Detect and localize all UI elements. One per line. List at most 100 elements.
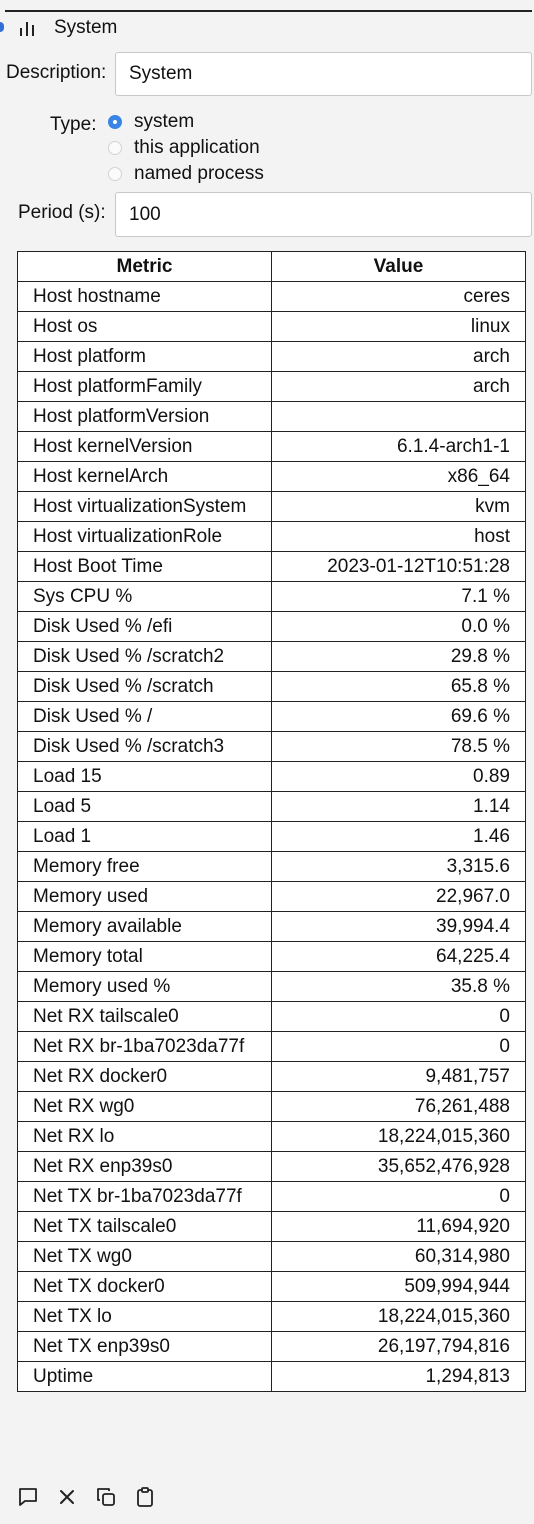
metric-cell: Sys CPU % — [17, 581, 272, 612]
type-option-label: this application — [134, 137, 260, 158]
metric-cell: Host Boot Time — [17, 551, 272, 582]
table-row: Host platformVersion — [17, 401, 526, 432]
close-icon[interactable] — [56, 1486, 78, 1508]
selection-indicator — [0, 22, 4, 32]
metrics-table-body: Host hostname ceres Host os linux Host platf… — [17, 281, 526, 1392]
table-row: Host hostname ceres — [17, 281, 526, 312]
value-cell: 64,225.4 — [271, 941, 526, 972]
value-cell: 1.46 — [271, 821, 526, 852]
table-row: Net RX tailscale0 0 — [17, 1001, 526, 1032]
radio-this-application[interactable] — [108, 141, 122, 155]
value-cell: 3,315.6 — [271, 851, 526, 882]
metric-cell: Host os — [17, 311, 272, 342]
metric-cell: Net TX br-1ba7023da77f — [17, 1181, 272, 1212]
value-cell: 35.8 % — [271, 971, 526, 1002]
table-row: Disk Used % /efi 0.0 % — [17, 611, 526, 642]
table-row: Memory used 22,967.0 — [17, 881, 526, 912]
type-option-system[interactable]: system — [108, 109, 194, 135]
table-row: Host Boot Time 2023-01-12T10:51:28 — [17, 551, 526, 582]
value-cell: 9,481,757 — [271, 1061, 526, 1092]
description-value: System — [129, 63, 193, 84]
panel-header: System — [18, 14, 117, 42]
value-cell: 60,314,980 — [271, 1241, 526, 1272]
comment-icon[interactable] — [17, 1486, 39, 1508]
value-cell: 0.0 % — [271, 611, 526, 642]
table-row: Sys CPU % 7.1 % — [17, 581, 526, 612]
table-row: Net RX lo 18,224,015,360 — [17, 1121, 526, 1152]
metric-cell: Uptime — [17, 1361, 272, 1392]
table-row: Net TX enp39s0 26,197,794,816 — [17, 1331, 526, 1362]
value-cell: linux — [271, 311, 526, 342]
value-cell: 39,994.4 — [271, 911, 526, 942]
radio-named-process[interactable] — [108, 167, 122, 181]
metric-cell: Disk Used % /scratch2 — [17, 641, 272, 672]
value-cell: 0 — [271, 1031, 526, 1062]
metric-cell: Net RX docker0 — [17, 1061, 272, 1092]
metric-cell: Load 5 — [17, 791, 272, 822]
value-cell: 2023-01-12T10:51:28 — [271, 551, 526, 582]
paste-icon[interactable] — [134, 1486, 156, 1508]
table-row: Disk Used % /69.6 % — [17, 701, 526, 732]
value-cell: 18,224,015,360 — [271, 1301, 526, 1332]
metrics-table: Metric Value Host hostname ceres Host os li… — [17, 251, 526, 1392]
type-option-label: named process — [134, 163, 264, 184]
metric-column-header: Metric — [17, 251, 272, 282]
metric-cell: Net TX wg0 — [17, 1241, 272, 1272]
metric-cell: Host virtualizationRole — [17, 521, 272, 552]
metric-cell: Host hostname — [17, 281, 272, 312]
table-row: Host kernelVersion 6.1.4-arch1-1 — [17, 431, 526, 462]
radio-system[interactable] — [108, 115, 122, 129]
metric-cell: Load 1 — [17, 821, 272, 852]
period-label: Period (s): — [18, 202, 106, 223]
metric-cell: Net RX wg0 — [17, 1091, 272, 1122]
table-row: Host virtualizationSystem kvm — [17, 491, 526, 522]
bottom-toolbar — [17, 1486, 173, 1508]
value-column-header: Value — [271, 251, 526, 282]
value-cell: 7.1 % — [271, 581, 526, 612]
table-row: Host kernelArch x86_64 — [17, 461, 526, 492]
table-row: Disk Used % /scratch3 78.5 % — [17, 731, 526, 762]
table-row: Memory total 64,225.4 — [17, 941, 526, 972]
metric-cell: Disk Used % /scratch3 — [17, 731, 272, 762]
type-option-label: system — [134, 111, 195, 132]
value-cell: 78.5 % — [271, 731, 526, 762]
type-label: Type: — [50, 114, 97, 135]
table-row: Load 5 1.14 — [17, 791, 526, 822]
copy-icon[interactable] — [95, 1486, 117, 1508]
value-cell: 1,294,813 — [271, 1361, 526, 1392]
metric-cell: Net TX lo — [17, 1301, 272, 1332]
description-field[interactable]: System — [115, 52, 532, 96]
table-row: Net RX br-1ba7023da77f 0 — [17, 1031, 526, 1062]
value-cell: x86_64 — [271, 461, 526, 492]
value-cell — [271, 401, 526, 432]
metric-cell: Load 15 — [17, 761, 272, 792]
metric-cell: Host kernelArch — [17, 461, 272, 492]
value-cell: 0 — [271, 1181, 526, 1212]
table-row: Net RX docker0 9,481,757 — [17, 1061, 526, 1092]
value-cell: 35,652,476,928 — [271, 1151, 526, 1182]
value-cell: 76,261,488 — [271, 1091, 526, 1122]
value-cell: host — [271, 521, 526, 552]
metric-cell: Memory free — [17, 851, 272, 882]
table-row: Host virtualizationRole host — [17, 521, 526, 552]
metric-cell: Memory used % — [17, 971, 272, 1002]
value-cell: 69.6 % — [271, 701, 526, 732]
table-row: Net TX br-1ba7023da77f 0 — [17, 1181, 526, 1212]
metric-cell: Memory total — [17, 941, 272, 972]
type-option-named-process[interactable]: named process — [108, 161, 264, 187]
metric-cell: Disk Used % /scratch — [17, 671, 272, 702]
type-option-this-application[interactable]: this application — [108, 135, 260, 161]
table-row: Load 1 1.46 — [17, 821, 526, 852]
value-cell: kvm — [271, 491, 526, 522]
period-value: 100 — [129, 203, 161, 225]
table-row: Disk Used % /scratch 65.8 % — [17, 671, 526, 702]
metric-cell: Memory used — [17, 881, 272, 912]
period-field[interactable]: 100 — [115, 192, 532, 237]
value-cell: 22,967.0 — [271, 881, 526, 912]
value-cell: 11,694,920 — [271, 1211, 526, 1242]
metric-cell: Host platformVersion — [17, 401, 272, 432]
table-row: Host platformFamily arch — [17, 371, 526, 402]
table-row: Memory available 39,994.4 — [17, 911, 526, 942]
table-row: Net TX lo 18,224,015,360 — [17, 1301, 526, 1332]
value-cell: ceres — [271, 281, 526, 312]
